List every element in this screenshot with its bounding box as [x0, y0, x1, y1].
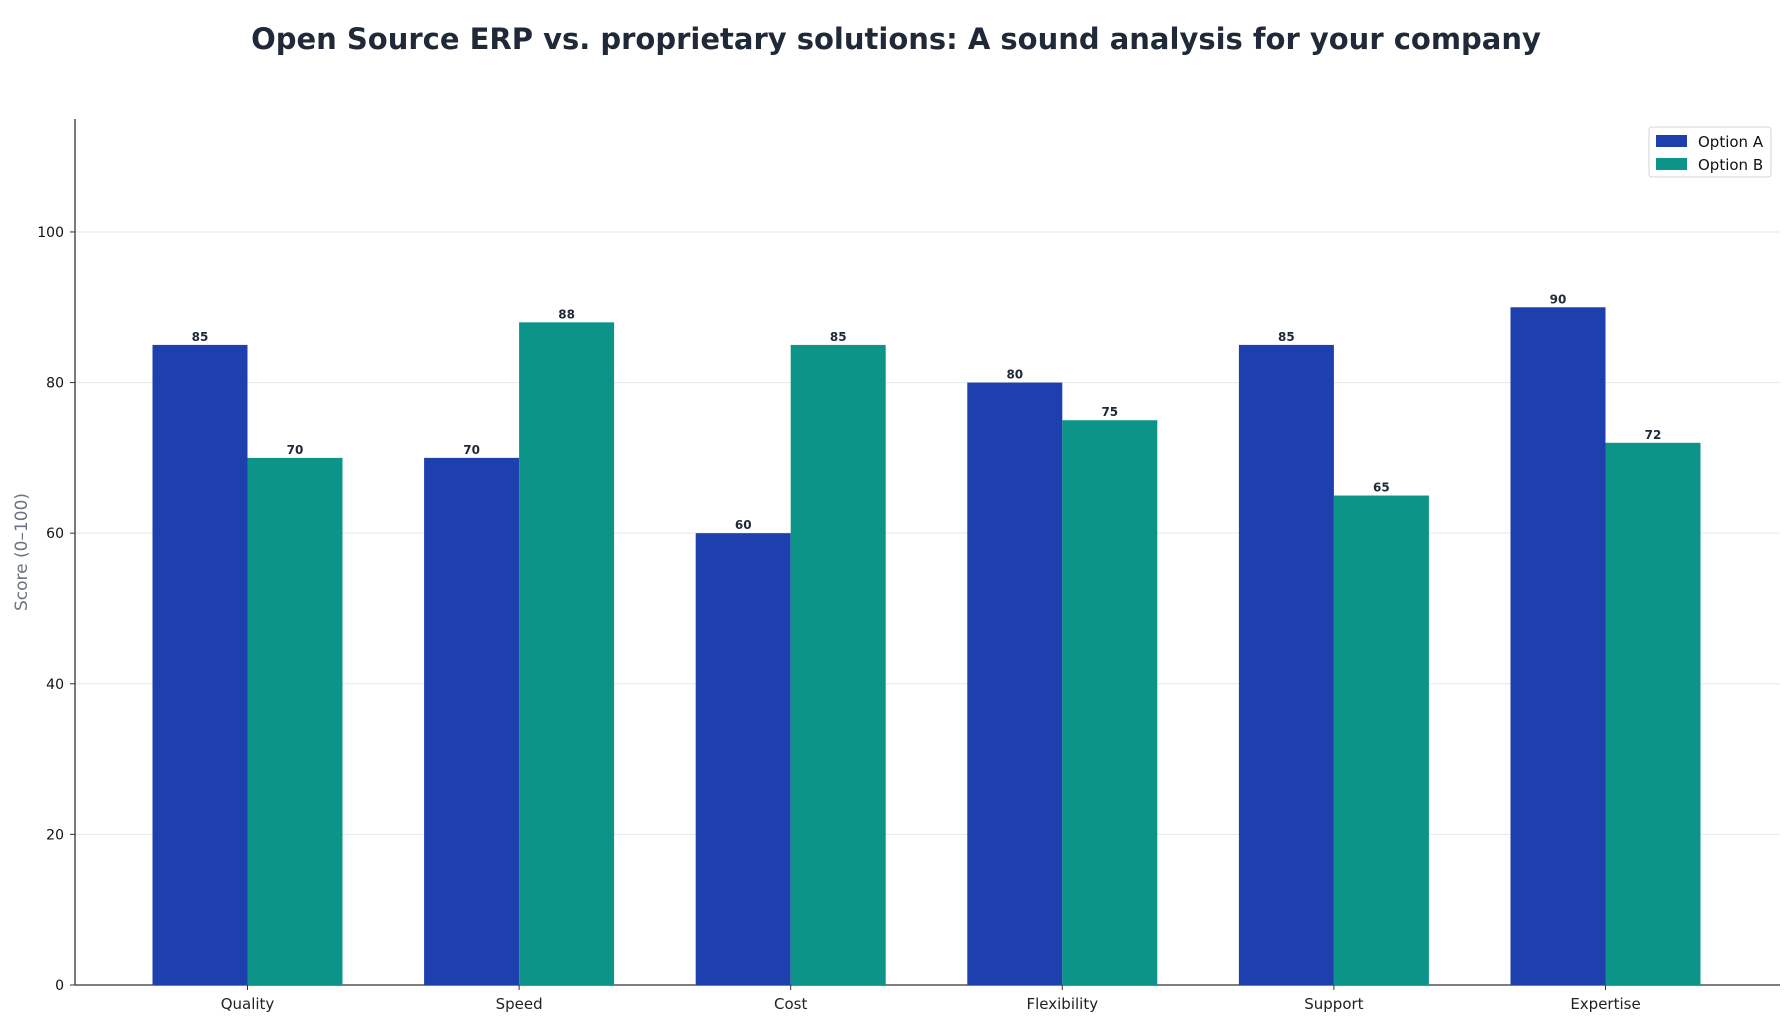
data-label: 70: [287, 443, 304, 457]
chart-title: Open Source ERP vs. proprietary solution…: [251, 22, 1541, 56]
legend-label: Option A: [1698, 133, 1764, 151]
bar: [1605, 442, 1701, 985]
data-label: 85: [830, 330, 847, 344]
data-label: 80: [1006, 368, 1023, 382]
bar: [152, 344, 248, 985]
y-tick-label: 80: [46, 376, 64, 392]
x-tick-label: Expertise: [1570, 995, 1640, 1013]
data-label: 60: [735, 518, 752, 532]
x-tick-label: Flexibility: [1027, 995, 1099, 1013]
legend-label: Option B: [1698, 156, 1763, 174]
y-axis-title: Score (0–100): [12, 493, 32, 611]
y-tick-label: 100: [37, 225, 64, 241]
data-label: 85: [192, 330, 209, 344]
bar: [519, 322, 615, 985]
bar: [247, 457, 343, 985]
data-label: 85: [1278, 330, 1295, 344]
data-label: 70: [463, 443, 480, 457]
bar: [1510, 307, 1606, 985]
data-label: 90: [1550, 292, 1567, 306]
x-tick-label: Support: [1304, 995, 1363, 1013]
y-tick-label: 60: [46, 526, 64, 542]
bar: [1333, 495, 1429, 985]
bar: [695, 533, 791, 985]
data-label: 72: [1645, 428, 1662, 442]
data-label: 88: [558, 307, 575, 321]
data-label: 65: [1373, 481, 1390, 495]
bar: [424, 457, 520, 985]
data-label: 75: [1101, 405, 1118, 419]
x-tick-label: Quality: [221, 995, 275, 1013]
y-tick-label: 0: [55, 978, 64, 994]
bar: [1238, 344, 1334, 985]
y-tick-label: 40: [46, 677, 64, 693]
bar: [790, 344, 886, 985]
y-tick-label: 20: [46, 827, 64, 843]
x-tick-label: Cost: [774, 995, 807, 1013]
x-tick-label: Speed: [496, 995, 543, 1013]
bar: [967, 382, 1063, 986]
legend-swatch: [1656, 135, 1687, 147]
bar: [1062, 420, 1158, 985]
legend-swatch: [1656, 158, 1687, 170]
